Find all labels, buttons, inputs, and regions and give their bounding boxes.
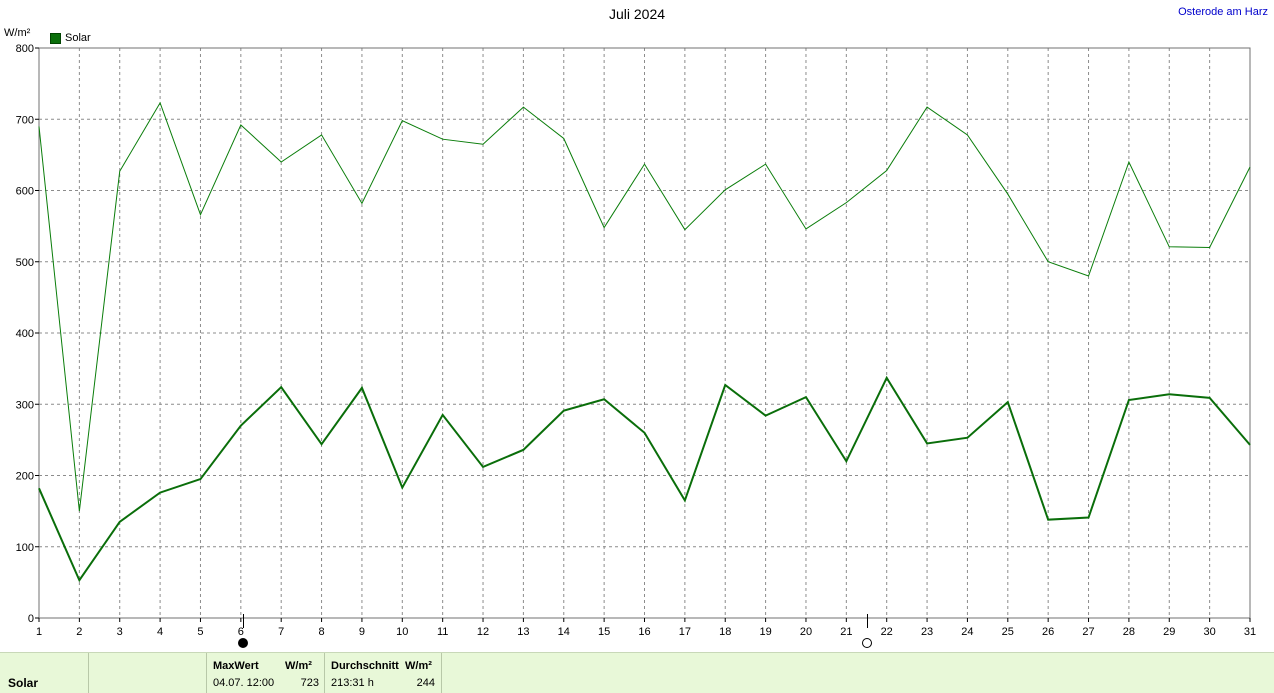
x-tick-label: 12	[477, 626, 489, 638]
moon-marker-tick	[867, 614, 868, 628]
chart-title: Juli 2024	[608, 6, 666, 22]
x-tick-label: 28	[1123, 626, 1135, 638]
y-tick-label: 200	[16, 471, 34, 483]
y-tick-label: 100	[16, 542, 34, 554]
x-tick-label: 13	[517, 626, 529, 638]
x-tick-label: 25	[1002, 626, 1014, 638]
x-tick-label: 26	[1042, 626, 1054, 638]
average-header: Durchschnitt	[331, 660, 399, 672]
max-time: 04.07. 12:00	[213, 677, 275, 689]
y-tick-label: 700	[16, 114, 34, 126]
full-moon-icon	[862, 638, 872, 648]
x-tick-label: 17	[679, 626, 691, 638]
y-axis-unit: W/m²	[4, 27, 31, 39]
legend-label: Solar	[65, 32, 91, 44]
x-tick-label: 5	[197, 626, 203, 638]
x-tick-label: 29	[1163, 626, 1175, 638]
max-value: 723	[300, 677, 319, 689]
y-tick-label: 400	[16, 328, 34, 340]
x-tick-label: 8	[319, 626, 325, 638]
average-unit: W/m²	[405, 660, 432, 672]
y-tick-label: 300	[16, 399, 34, 411]
max-unit: W/m²	[285, 660, 312, 672]
legend: Solar	[50, 32, 91, 44]
x-tick-label: 22	[881, 626, 893, 638]
x-tick-label: 9	[359, 626, 365, 638]
x-tick-label: 30	[1204, 626, 1216, 638]
x-tick-label: 3	[117, 626, 123, 638]
x-tick-label: 4	[157, 626, 163, 638]
x-tick-label: 31	[1244, 626, 1256, 638]
x-tick-label: 23	[921, 626, 933, 638]
x-tick-label: 2	[76, 626, 82, 638]
x-tick-label: 11	[437, 626, 448, 638]
x-tick-label: 15	[598, 626, 610, 638]
x-tick-label: 6	[238, 626, 244, 638]
series-line-solar-max	[38, 101, 1251, 512]
x-tick-label: 14	[558, 626, 570, 638]
summary-footer: Solar MaxWert W/m² 04.07. 12:00 723 Durc…	[0, 652, 1274, 693]
x-tick-label: 27	[1082, 626, 1094, 638]
footer-spacer-cell	[88, 653, 207, 693]
x-tick-label: 21	[840, 626, 852, 638]
legend-swatch	[50, 32, 61, 44]
y-tick-label: 800	[16, 43, 34, 55]
x-tick-label: 20	[800, 626, 812, 638]
x-tick-label: 24	[961, 626, 973, 638]
max-header: MaxWert	[213, 660, 259, 672]
max-cell: MaxWert W/m² 04.07. 12:00 723	[206, 653, 325, 693]
footer-series-label: Solar	[8, 676, 39, 690]
x-tick-label: 19	[759, 626, 771, 638]
new-moon-icon	[238, 638, 248, 648]
y-tick-label: 0	[28, 613, 34, 625]
average-duration: 213:31 h	[331, 677, 374, 689]
location-label: Osterode am Harz	[1178, 6, 1268, 18]
moon-marker-tick	[243, 614, 244, 628]
x-tick-label: 10	[396, 626, 408, 638]
x-tick-label: 7	[278, 626, 284, 638]
x-tick-label: 16	[638, 626, 650, 638]
y-tick-label: 600	[16, 186, 34, 198]
y-tick-label: 500	[16, 257, 34, 269]
series-line-solar-average	[38, 375, 1251, 583]
x-tick-label: 1	[36, 626, 42, 638]
average-value: 244	[416, 677, 435, 689]
average-cell: Durchschnitt W/m² 213:31 h 244	[324, 653, 442, 693]
x-tick-label: 18	[719, 626, 731, 638]
